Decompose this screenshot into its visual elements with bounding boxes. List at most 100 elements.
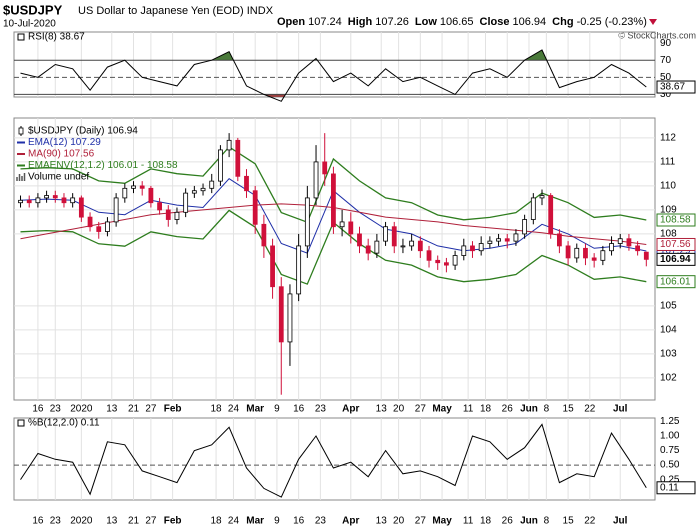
x-tick-label: 27	[145, 516, 157, 527]
candle-body	[105, 221, 110, 232]
value-tag	[656, 80, 696, 94]
x-tick-label: 13	[376, 516, 388, 527]
candle-body	[391, 226, 397, 247]
change-arrow	[649, 19, 657, 25]
candle-body	[313, 161, 319, 199]
candle-body	[635, 245, 641, 252]
y-tick-label: 108	[660, 229, 677, 240]
x-tick-label: 21	[128, 516, 140, 527]
candle-body	[218, 149, 223, 182]
x-tick-label: 21	[128, 404, 140, 415]
rsi-panel	[13, 31, 656, 98]
indicator-label: %B(12,2.0) 0.11	[28, 418, 100, 429]
indicator-line	[20, 423, 647, 498]
x-tick-label: 22	[584, 516, 596, 527]
x-tick-label: 8	[544, 404, 550, 415]
value-tag	[656, 213, 696, 227]
x-tick-label: 22	[584, 404, 596, 415]
x-tick-label: 18	[211, 516, 223, 527]
candle-body	[296, 245, 302, 295]
candle-body	[261, 223, 267, 247]
candle-body	[583, 247, 588, 259]
candle-body	[200, 187, 206, 192]
x-tick-label: 23	[50, 404, 62, 415]
candle-body	[365, 245, 371, 254]
x-tick-label: May	[432, 516, 452, 527]
candle-body	[574, 247, 580, 259]
candle-body	[357, 233, 362, 247]
candle-body	[122, 187, 128, 199]
legend-label: Volume undef	[28, 172, 89, 183]
x-tick-label: 8	[544, 516, 550, 527]
x-tick-label: 18	[480, 404, 492, 415]
y-tick-label: 70	[660, 55, 672, 66]
x-tick-label: 27	[145, 404, 157, 415]
x-tick-label: 20	[393, 404, 405, 415]
candle-body	[435, 259, 441, 264]
x-tick-label: 27	[415, 404, 427, 415]
x-tick-label: Mar	[246, 516, 264, 527]
candle-body	[400, 245, 406, 248]
y-tick-label: 103	[660, 349, 677, 360]
x-tick-label: 26	[502, 516, 514, 527]
y-tick-label: 1.25	[660, 416, 680, 427]
x-tick-label: 23	[315, 516, 327, 527]
x-tick-label: Apr	[342, 516, 359, 527]
candle-body	[452, 255, 458, 266]
candle-body	[496, 238, 501, 242]
candle-body	[26, 199, 32, 204]
y-tick-label: 30	[660, 89, 672, 100]
value-tag	[656, 237, 696, 251]
candle-body	[600, 250, 606, 261]
candle-body	[96, 226, 102, 232]
x-tick-label: 20	[393, 516, 405, 527]
candle-body	[591, 257, 597, 261]
value-tag-label: 106.01	[660, 276, 691, 287]
candle-body	[609, 243, 614, 252]
x-tick-label: 26	[502, 404, 514, 415]
candle-body	[565, 245, 571, 259]
x-tick-label: 23	[50, 516, 62, 527]
candle-body	[461, 245, 467, 256]
x-tick-label: 27	[415, 516, 427, 527]
candle-body	[504, 238, 510, 242]
candle-body	[113, 197, 119, 223]
y-tick-label: 0.75	[660, 445, 680, 456]
candle-body	[244, 175, 249, 192]
candle-body	[139, 185, 145, 189]
candle-body	[470, 245, 475, 252]
legend-label: $USDJPY (Daily) 106.94	[28, 126, 138, 137]
x-tick-label: 23	[315, 404, 327, 415]
candle-body	[322, 161, 328, 175]
candle-body	[348, 221, 354, 235]
quote: Open 107.24 High 107.26 Low 106.65 Close 106.94…	[277, 16, 647, 28]
candle-body	[409, 240, 415, 247]
credit: © StockCharts.com	[618, 30, 696, 40]
quote-label: Low	[415, 16, 437, 28]
candle-body	[226, 139, 232, 151]
x-tick-label: 24	[228, 516, 240, 527]
x-tick-label: 18	[211, 404, 223, 415]
candle-body	[643, 251, 649, 260]
quote-value: 107.24	[308, 16, 342, 28]
candle-body	[548, 195, 554, 235]
candle-body	[426, 250, 432, 261]
y-tick-label: 1.00	[660, 431, 680, 442]
percent-b-panel	[13, 417, 656, 501]
candle-body	[157, 202, 162, 211]
candle-body	[374, 240, 380, 254]
candle-body	[417, 240, 423, 252]
x-tick-label: 2020	[70, 404, 93, 415]
candle-body	[87, 216, 93, 228]
candle-body	[530, 197, 536, 220]
candle-body	[617, 238, 623, 244]
x-tick-label: 11	[463, 404, 474, 415]
x-tick-label: Jun	[520, 516, 538, 527]
x-tick-label: Apr	[342, 404, 359, 415]
value-tag	[656, 481, 696, 495]
legend-label: EMA(12) 107.29	[28, 137, 101, 148]
candle-body	[18, 199, 23, 204]
candle-body	[383, 226, 388, 242]
